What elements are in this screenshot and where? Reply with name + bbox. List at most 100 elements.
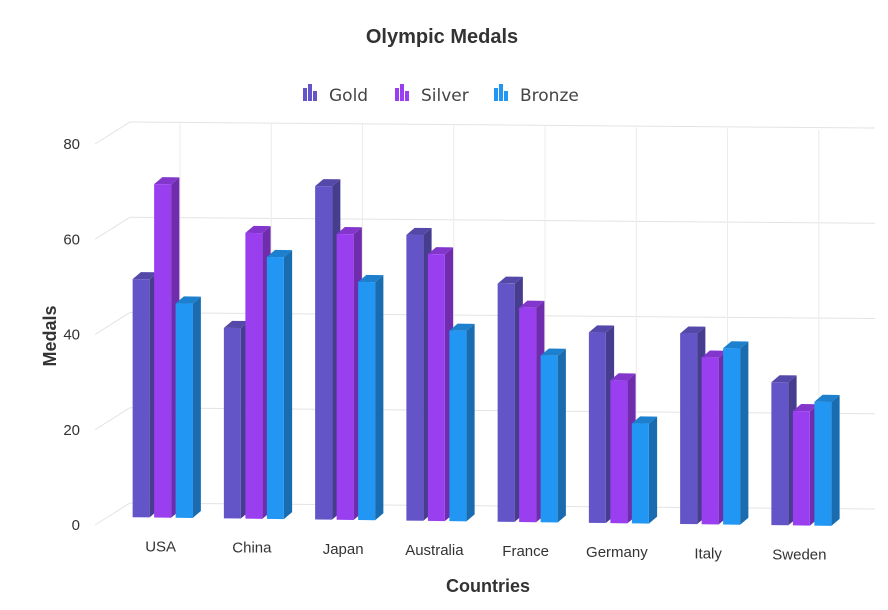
bar-top (588, 325, 615, 333)
bar-bronze-italy[interactable] (723, 341, 749, 525)
y-tick-label: 80 (63, 136, 80, 153)
gridline-side (94, 407, 131, 431)
bar-top (223, 320, 250, 329)
bar-top (771, 375, 797, 383)
bar-top (540, 348, 566, 356)
bars (132, 177, 840, 526)
bar-top (154, 177, 180, 185)
bar-top (315, 179, 341, 187)
chart-title: Olympic Medals (366, 26, 518, 48)
bar-front (588, 332, 606, 524)
gridline-side (94, 216, 131, 240)
x-tick-label: China (232, 540, 272, 557)
bar-top (792, 404, 819, 412)
bar-front (245, 232, 263, 519)
bar-front (315, 186, 333, 520)
bar-silver-italy[interactable] (701, 350, 727, 525)
bar-top (610, 373, 636, 381)
bar-bronze-germany[interactable] (631, 416, 658, 524)
bar-top (245, 225, 271, 234)
y-tick-label: 0 (72, 517, 80, 534)
bar-bronze-china[interactable] (266, 249, 293, 520)
bar-silver-japan[interactable] (336, 226, 362, 520)
x-tick-label: USA (145, 539, 176, 556)
x-tick-label: Sweden (772, 546, 826, 563)
bar-bronze-japan[interactable] (358, 274, 384, 521)
bar-front (814, 401, 832, 526)
gridlines (94, 121, 876, 526)
bar-top (406, 227, 432, 236)
bar-front (154, 184, 172, 518)
bar-top (814, 394, 840, 403)
bar-gold-australia[interactable] (406, 227, 432, 521)
gridline-side (94, 121, 131, 145)
bar-side (831, 395, 840, 526)
bar-side (192, 296, 201, 518)
bar-top (175, 296, 201, 304)
gridline-side (94, 502, 131, 526)
y-tick-label: 60 (63, 231, 80, 248)
bar-silver-usa[interactable] (154, 177, 180, 518)
bar-silver-germany[interactable] (610, 373, 636, 524)
bar-top (266, 249, 293, 258)
bar-top (427, 247, 454, 255)
bar-gold-germany[interactable] (588, 325, 615, 524)
legend[interactable]: Gold Silver Bronze (303, 84, 579, 106)
bar-front (723, 348, 741, 525)
y-axis-ticks: 0 20 40 60 80 (63, 136, 80, 534)
bar-gold-china[interactable] (223, 320, 250, 519)
bar-bronze-australia[interactable] (449, 323, 475, 522)
bar-top (336, 226, 362, 235)
bar-silver-australia[interactable] (427, 247, 454, 522)
bar-top (701, 350, 727, 358)
bar-gold-italy[interactable] (680, 326, 706, 525)
bar-silver-sweden[interactable] (792, 404, 819, 526)
x-tick-label: Germany (586, 544, 648, 561)
bar-front (519, 307, 537, 523)
bar-top (631, 416, 658, 424)
bar-front (497, 283, 515, 522)
bar-front (701, 357, 719, 525)
legend-item-silver[interactable]: Silver (395, 84, 469, 106)
legend-item-bronze[interactable]: Bronze (494, 84, 579, 106)
gridline (129, 216, 876, 224)
bar-gold-japan[interactable] (315, 179, 341, 520)
gridline-side (94, 312, 131, 335)
bar-side (466, 323, 475, 522)
bar-bronze-usa[interactable] (175, 296, 201, 518)
bar-front (132, 279, 150, 518)
y-axis-title: Medals (40, 305, 60, 366)
bar-side (283, 250, 293, 520)
bar-top (680, 326, 706, 334)
legend-item-gold[interactable]: Gold (303, 84, 368, 106)
bar-bronze-france[interactable] (540, 348, 566, 523)
x-tick-label: Japan (323, 541, 364, 558)
bar-top (132, 272, 158, 280)
bar-bronze-sweden[interactable] (814, 394, 840, 526)
bar-side (557, 348, 566, 523)
bar-front (358, 281, 376, 521)
bar-front (771, 382, 789, 526)
bar-chart-icon (494, 84, 508, 101)
x-tick-label: France (502, 543, 549, 560)
legend-label: Bronze (520, 86, 579, 106)
x-tick-label: Italy (694, 545, 722, 562)
bar-front (427, 254, 445, 522)
x-axis-ticks: USA China Japan Australia France Germany Italy… (145, 539, 826, 564)
bar-side (740, 341, 749, 525)
bar-front (631, 423, 649, 524)
bar-top (497, 276, 523, 284)
bar-gold-sweden[interactable] (771, 375, 797, 526)
legend-label: Gold (329, 86, 368, 106)
bar-front (792, 411, 810, 526)
bar-front (540, 355, 558, 523)
bar-gold-france[interactable] (497, 276, 523, 522)
bar-front (610, 380, 628, 524)
bar-top (519, 300, 545, 308)
bar-silver-france[interactable] (519, 300, 545, 523)
bar-chart-icon (303, 84, 317, 101)
bar-gold-usa[interactable] (132, 272, 158, 518)
bar-side (375, 275, 384, 521)
bar-silver-china[interactable] (245, 225, 271, 519)
